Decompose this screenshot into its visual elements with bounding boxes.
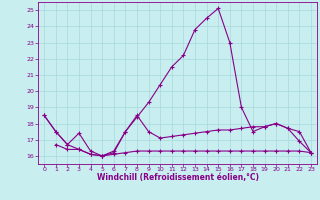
X-axis label: Windchill (Refroidissement éolien,°C): Windchill (Refroidissement éolien,°C) <box>97 173 259 182</box>
